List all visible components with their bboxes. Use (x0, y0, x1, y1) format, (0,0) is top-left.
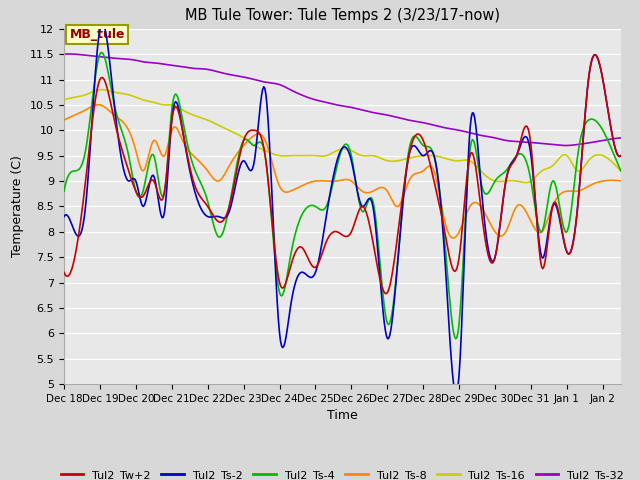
Y-axis label: Temperature (C): Temperature (C) (11, 156, 24, 257)
Title: MB Tule Tower: Tule Temps 2 (3/23/17-now): MB Tule Tower: Tule Temps 2 (3/23/17-now… (185, 9, 500, 24)
X-axis label: Time: Time (327, 409, 358, 422)
Text: MB_tule: MB_tule (69, 28, 125, 41)
Legend: Tul2_Tw+2, Tul2_Ts-2, Tul2_Ts-4, Tul2_Ts-8, Tul2_Ts-16, Tul2_Ts-32: Tul2_Tw+2, Tul2_Ts-2, Tul2_Ts-4, Tul2_Ts… (56, 465, 628, 480)
